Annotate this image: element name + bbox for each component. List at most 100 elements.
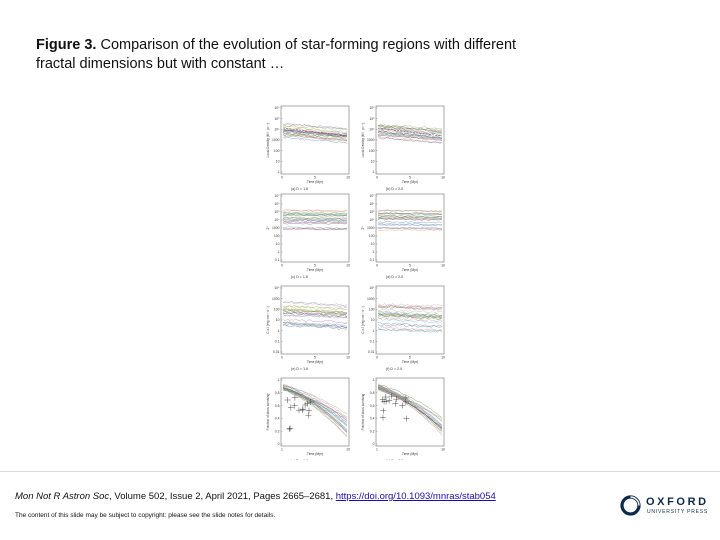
y-tick-label: 1 [373, 378, 375, 382]
y-tick-label: 10 [276, 160, 280, 164]
data-curve [282, 301, 348, 307]
data-curve [377, 221, 443, 224]
data-curve [377, 127, 443, 134]
panel-caption: (c) D = 1.6 [291, 275, 308, 279]
y-tick-label: 10⁶ [369, 202, 375, 206]
data-curve [377, 227, 443, 230]
y-tick-label: 10⁴ [369, 286, 375, 290]
y-tick-label: 0.8 [275, 391, 280, 395]
y-tick-label: 100 [274, 149, 280, 153]
data-curve [377, 224, 443, 227]
y-tick-label: 10 [371, 318, 375, 322]
data-curve [377, 303, 443, 307]
data-curve [377, 209, 443, 212]
data-curve [282, 131, 348, 138]
data-curve [377, 308, 443, 313]
y-tick-label: 0 [373, 442, 375, 446]
data-curve [377, 125, 443, 134]
x-tick-label: 10 [441, 176, 445, 180]
y-tick-label: 0.4 [275, 417, 280, 421]
y-axis-label: Fraction of discs surviving [361, 393, 365, 430]
data-curve [282, 321, 348, 328]
x-tick-label: 10 [346, 448, 350, 452]
data-curve [282, 312, 348, 316]
data-curve [282, 227, 348, 230]
citation: Mon Not R Astron Soc, Volume 502, Issue … [15, 491, 575, 502]
data-curve [377, 328, 443, 333]
data-curve [282, 384, 348, 418]
data-curve [377, 210, 443, 213]
x-axis-label: Time (Myr) [307, 360, 323, 364]
y-tick-label: 0.1 [370, 340, 375, 344]
data-curve [377, 215, 443, 217]
y-tick-label: 1 [373, 329, 375, 333]
data-curve [377, 214, 443, 218]
data-curve [282, 213, 348, 216]
data-curve [377, 124, 443, 130]
y-tick-label: 1 [278, 170, 280, 174]
y-tick-label: 1000 [272, 226, 280, 230]
data-curve [282, 228, 348, 231]
data-curve [377, 135, 443, 144]
panel-caption: (d) D = 2.0 [386, 275, 403, 279]
data-curve [282, 318, 348, 324]
y-tick-label: 0.01 [368, 350, 375, 354]
y-axis-label: Σ* [361, 226, 365, 230]
data-curve [377, 212, 443, 215]
data-curve [377, 383, 443, 418]
x-axis-label: Time (Myr) [402, 180, 418, 184]
x-tick-label: 5 [314, 264, 316, 268]
y-tick-label: 100 [369, 234, 375, 238]
data-curve [282, 130, 348, 138]
x-axis-label: Time (Myr) [307, 180, 323, 184]
data-curve [282, 214, 348, 217]
y-tick-label: 1 [278, 329, 280, 333]
y-axis-label: Σ* [266, 226, 270, 230]
x-tick-label: 0 [376, 264, 378, 268]
x-tick-label: 10 [441, 264, 445, 268]
data-curve [282, 305, 348, 310]
logo-subtitle: UNIVERSITY PRESS [647, 509, 709, 515]
y-tick-label: 0.1 [275, 340, 280, 344]
x-axis-label: Time (Myr) [307, 268, 323, 272]
data-curve [377, 385, 443, 427]
data-curve [377, 227, 443, 230]
oxford-logo: OXFORD UNIVERSITY PRESS [620, 494, 710, 518]
x-tick-label: 1 [281, 448, 283, 452]
y-tick-label: 0.8 [370, 391, 375, 395]
y-tick-label: 10⁷ [275, 194, 281, 198]
x-axis-label: Time (Myr) [402, 360, 418, 364]
y-tick-label: 10⁴ [369, 128, 375, 132]
y-tick-label: 10 [276, 318, 280, 322]
y-tick-label: 0 [278, 442, 280, 446]
panel-frame [280, 105, 350, 175]
panel-caption: (g) D = 1.6 [291, 459, 308, 460]
data-curve [282, 212, 348, 215]
data-curve [377, 313, 443, 318]
y-tick-label: 10⁴ [369, 218, 375, 222]
panel-frame [375, 377, 445, 447]
y-tick-label: 10⁴ [274, 286, 280, 290]
oup-emblem-icon [620, 495, 641, 516]
doi-link[interactable]: https://doi.org/10.1093/mnras/stab054 [335, 491, 496, 502]
y-tick-label: 1000 [272, 138, 280, 142]
data-curve [377, 127, 443, 133]
data-curve [282, 309, 348, 315]
data-curve [282, 212, 348, 215]
y-tick-label: 1000 [272, 297, 280, 301]
data-curve [282, 209, 348, 212]
x-tick-label: 5 [314, 356, 316, 360]
data-curve [282, 137, 348, 144]
y-tick-label: 1 [278, 378, 280, 382]
panel-frame [280, 377, 350, 447]
y-tick-label: 1000 [367, 226, 375, 230]
y-axis-label: Fraction of discs surviving [266, 393, 270, 430]
panel-caption: (h) D = 2.0 [386, 459, 403, 460]
x-tick-label: 0 [376, 176, 378, 180]
x-axis-label: Time (Myr) [402, 268, 418, 272]
panel-caption: (e) D = 1.6 [291, 367, 308, 371]
x-tick-label: 10 [441, 448, 445, 452]
y-axis-label: C.o.I (erg cm⁻² s⁻¹) [361, 306, 365, 333]
